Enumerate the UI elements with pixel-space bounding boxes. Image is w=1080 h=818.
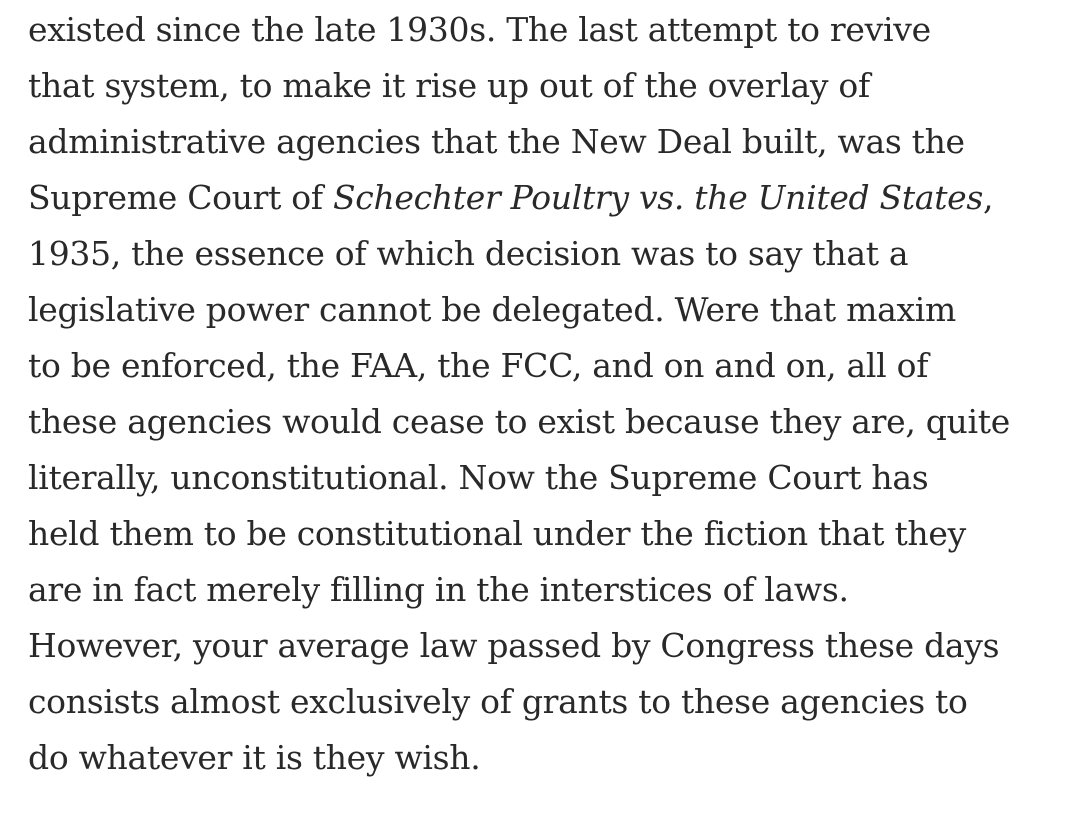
text-line: administrative agencies that the New Dea… [28, 122, 965, 161]
text-line: that system, to make it rise up out of t… [28, 66, 870, 105]
case-name-italic: Schechter Poultry vs. the United States [332, 178, 984, 217]
text-line: legislative power cannot be delegated. W… [28, 290, 957, 329]
text-line: to be enforced, the FAA, the FCC, and on… [28, 346, 929, 385]
text-line: 1935, the essence of which decision was … [28, 234, 909, 273]
text-line: held them to be constitutional under the… [28, 514, 966, 553]
text-line: literally, unconstitutional. Now the Sup… [28, 458, 929, 497]
article-body: existed since the late 1930s. The last a… [28, 0, 1068, 786]
text-line: Supreme Court of Schechter Poultry vs. t… [28, 170, 1068, 226]
text-line: However, your average law passed by Cong… [28, 626, 1000, 665]
text-fragment: , [983, 178, 994, 217]
text-line: these agencies would cease to exist beca… [28, 402, 1010, 441]
text-line: consists almost exclusively of grants to… [28, 682, 968, 721]
text-line: are in fact merely filling in the inters… [28, 570, 849, 609]
text-line: existed since the late 1930s. The last a… [28, 10, 931, 49]
text-line: do whatever it is they wish. [28, 738, 481, 777]
text-fragment: Supreme Court of [28, 178, 333, 217]
